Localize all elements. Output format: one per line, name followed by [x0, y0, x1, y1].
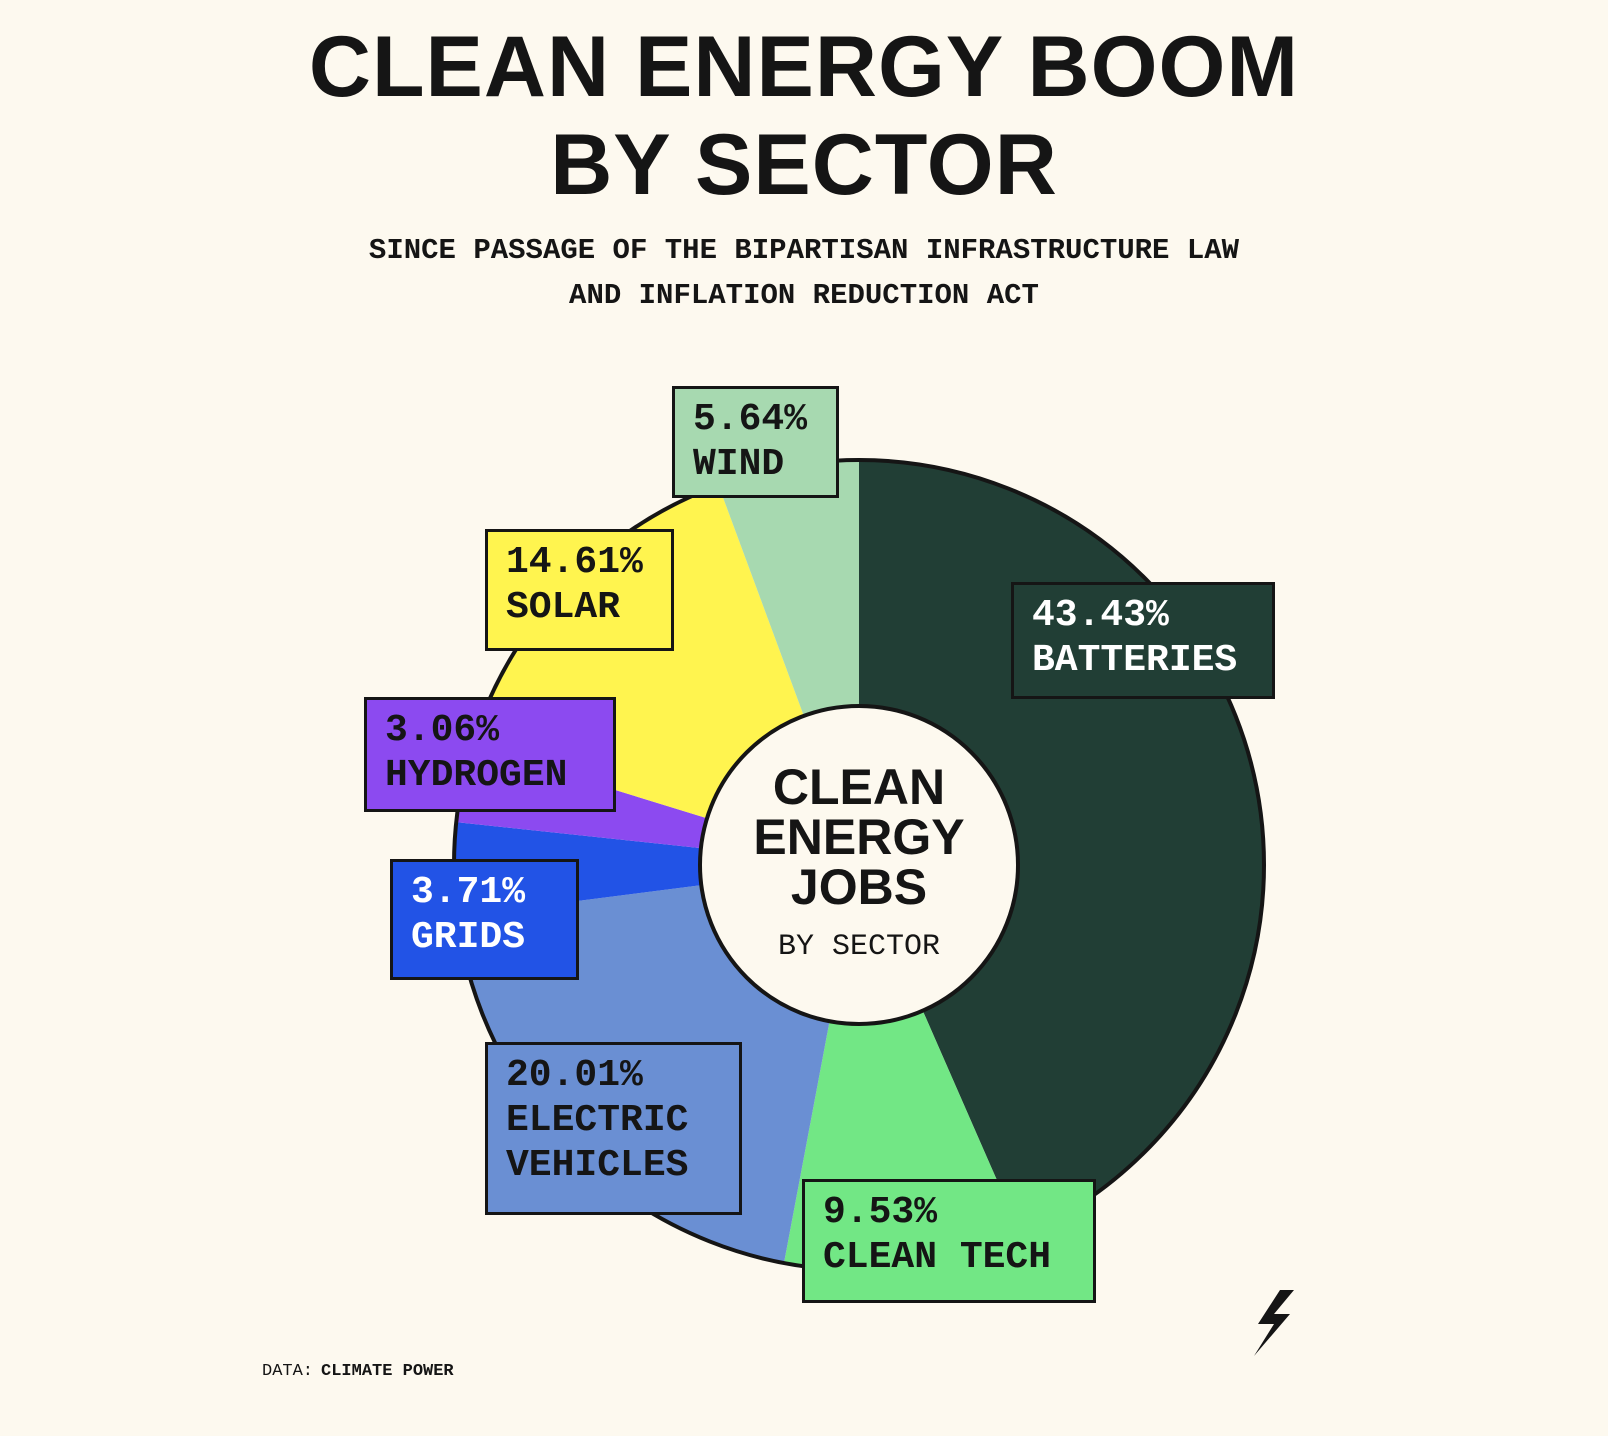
value-label: 3.71% [411, 871, 526, 914]
category-label: BATTERIES [1032, 639, 1238, 682]
category-label: HYDROGEN [385, 754, 568, 797]
category-label: CLEAN TECH [823, 1236, 1052, 1279]
slice-label: 14.61% SOLAR [485, 529, 674, 651]
value-label: 14.61% [506, 541, 643, 584]
value-label: 5.64% [693, 398, 808, 441]
donut-hole [698, 704, 1020, 1026]
slice-label: 5.64% WIND [672, 386, 839, 498]
category-label: ELECTRIC VEHICLES [506, 1099, 689, 1187]
value-label: 9.53% [823, 1191, 938, 1234]
category-label: GRIDS [411, 916, 526, 959]
category-label: SOLAR [506, 586, 621, 629]
value-label: 3.06% [385, 709, 500, 752]
source: DATA: CLIMATE POWER [262, 1362, 454, 1381]
slice-label: 3.71% GRIDS [390, 859, 579, 980]
category-label: WIND [693, 443, 785, 486]
chart-subtitle: SINCE PASSAGE OF THE BIPARTISAN INFRASTR… [368, 234, 1240, 312]
source-label: DATA: [262, 1362, 314, 1381]
chart-title: CLEAN ENERGY BOOM BY SECTOR [308, 19, 1300, 213]
center-subtitle: BY SECTOR [777, 930, 941, 964]
center-title: CLEAN ENERGY JOBS [753, 759, 965, 915]
bolt-icon [1254, 1290, 1294, 1356]
slice-label: 20.01% ELECTRIC VEHICLES [485, 1042, 742, 1215]
source-name: CLIMATE POWER [321, 1362, 454, 1381]
slice-label: 43.43% BATTERIES [1011, 582, 1275, 699]
value-label: 43.43% [1032, 594, 1169, 637]
slice-label: 9.53% CLEAN TECH [802, 1179, 1096, 1303]
slice-label: 3.06% HYDROGEN [364, 697, 616, 812]
value-label: 20.01% [506, 1054, 643, 1097]
